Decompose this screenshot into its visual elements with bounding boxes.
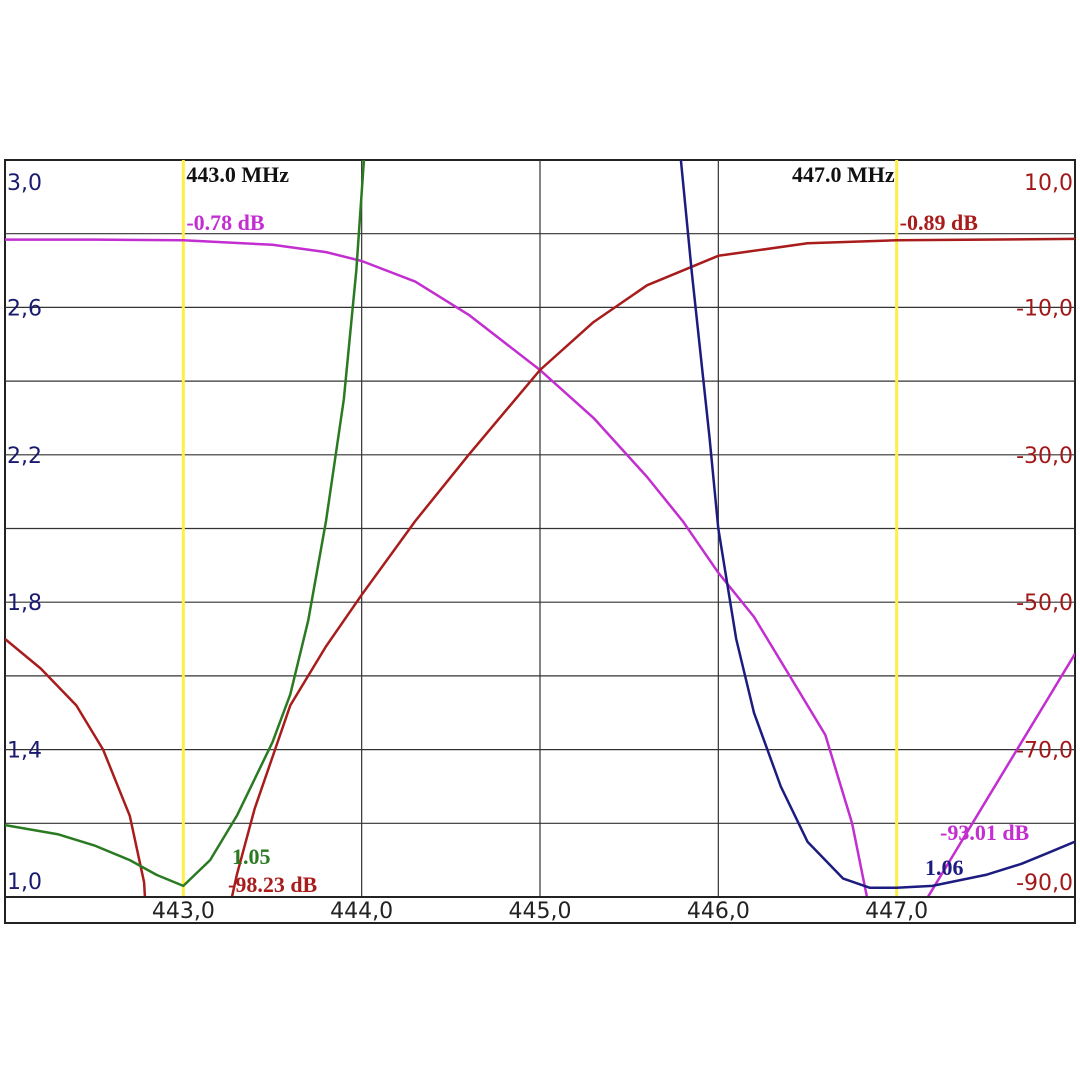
x-tick-label: 444,0 (330, 899, 393, 924)
left-axis-tick-label: 1,0 (7, 870, 42, 895)
marker-lines (181, 160, 899, 897)
marker-2-frequency: 447.0 MHz (792, 162, 895, 187)
ticks: 443,0 444,0 445,0 446,0 447,0 3,0 2,6 2,2 1,8 1,4… (7, 171, 1073, 924)
left-axis-tick-label: 3,0 (7, 171, 42, 196)
marker-1-db-value: -98.23 dB (228, 872, 318, 897)
left-axis-tick-label: 1,8 (7, 591, 42, 616)
x-tick-label: 443,0 (152, 899, 215, 924)
right-axis-tick-label: 10,0 (1024, 171, 1073, 196)
right-axis-tick-label: -90,0 (1016, 871, 1073, 896)
marker-1-frequency: 443.0 MHz (186, 162, 289, 187)
series-line-1 (5, 237, 1075, 897)
marker-2-top-value: -0.89 dB (900, 210, 979, 235)
left-axis-tick-label: 2,2 (7, 444, 42, 469)
series-line-0 (5, 238, 1075, 897)
marker-2-db-value: -93.01 dB (940, 820, 1030, 845)
marker-1-swr-value: 1.05 (232, 844, 271, 869)
right-axis-tick-label: -30,0 (1016, 444, 1073, 469)
right-axis-tick-label: -70,0 (1016, 739, 1073, 764)
marker-2-swr-value: 1.06 (925, 855, 964, 880)
x-tick-label: 447,0 (865, 899, 928, 924)
x-tick-label: 445,0 (509, 899, 572, 924)
marker-1-top-value: -0.78 dB (186, 210, 265, 235)
right-axis-tick-label: -50,0 (1016, 591, 1073, 616)
left-axis-tick-label: 1,4 (7, 739, 42, 764)
x-tick-label: 446,0 (687, 899, 750, 924)
series-line-2 (5, 160, 366, 888)
series-line-3 (679, 160, 1075, 890)
series-group (5, 160, 1075, 897)
left-axis-tick-label: 2,6 (7, 296, 42, 321)
right-axis-tick-label: -10,0 (1016, 296, 1073, 321)
